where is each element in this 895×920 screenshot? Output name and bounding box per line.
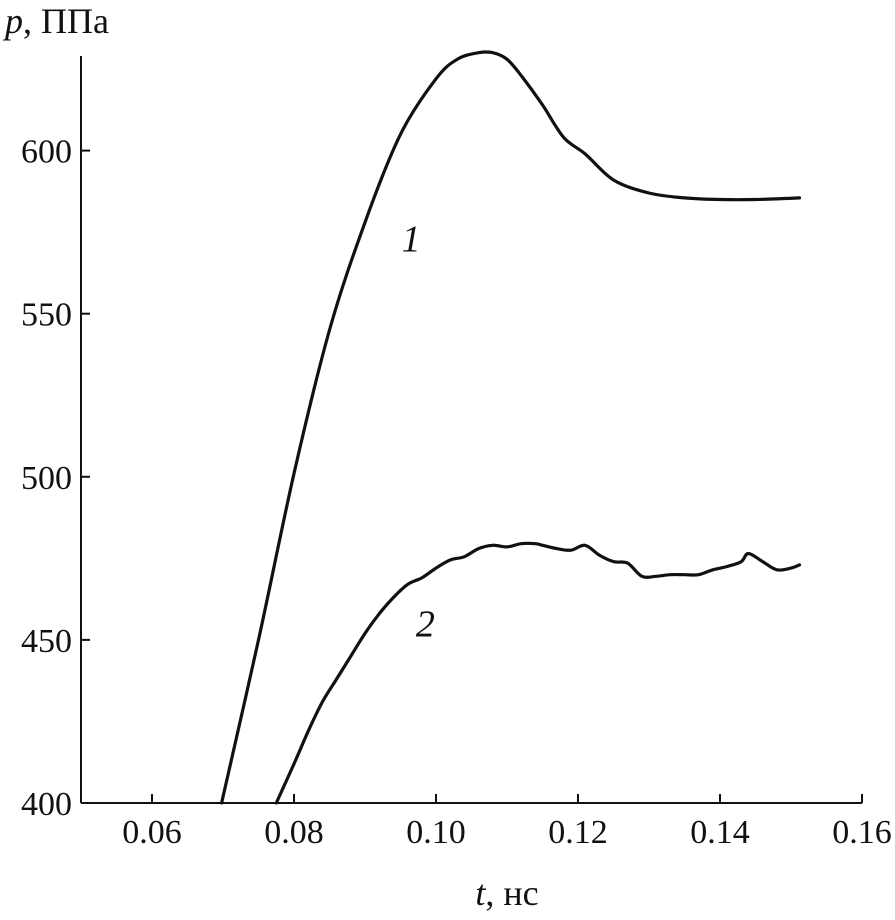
y-tick-label: 600 xyxy=(21,134,72,171)
y-axis-title: p, ППа xyxy=(2,1,109,41)
x-tick-label: 0.14 xyxy=(690,814,750,851)
series-1-label: 1 xyxy=(402,219,421,261)
x-tick-label: 0.08 xyxy=(264,814,324,851)
x-axis-unit: , нс xyxy=(485,873,538,913)
x-tick-label: 0.10 xyxy=(406,814,466,851)
x-tick-label: 0.16 xyxy=(832,814,892,851)
x-axis-title: t, нс xyxy=(475,873,538,913)
plot-area: 12 xyxy=(220,50,802,805)
y-tick-label: 400 xyxy=(21,786,72,823)
series-2-line xyxy=(274,541,802,805)
y-tick-label: 550 xyxy=(21,297,72,334)
y-axis-variable: p xyxy=(2,1,23,41)
x-axis-variable: t xyxy=(475,873,486,913)
y-tick-label: 450 xyxy=(21,623,72,660)
x-tick-label: 0.06 xyxy=(122,814,182,851)
y-axis-unit: , ППа xyxy=(23,1,109,41)
ticks: 0.06 0.08 0.10 0.12 0.14 0.16 400 450 500 550 600 xyxy=(21,134,892,851)
series-2-label: 2 xyxy=(416,604,435,646)
series-1-line xyxy=(220,50,802,805)
axes xyxy=(80,56,862,804)
x-tick-label: 0.12 xyxy=(548,814,608,851)
y-tick-label: 500 xyxy=(21,460,72,497)
